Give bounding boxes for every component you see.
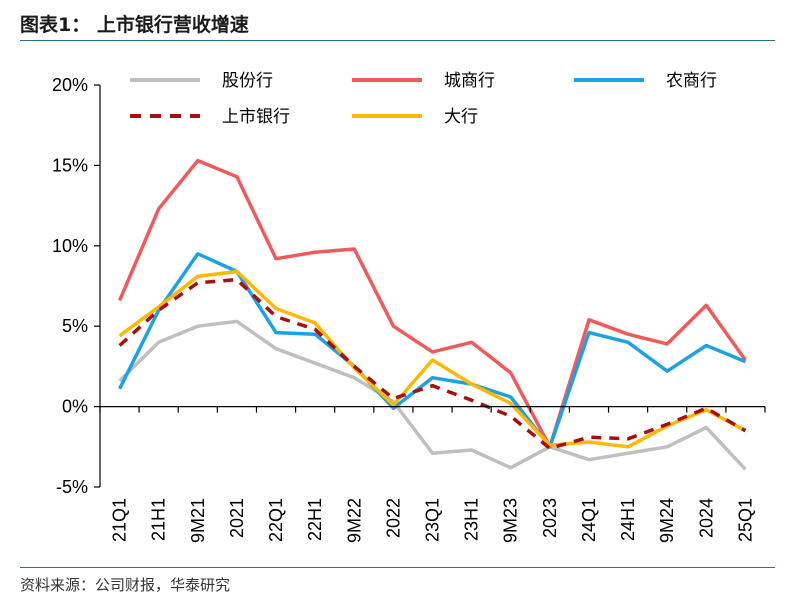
x-tick-label: 2022 xyxy=(383,498,403,538)
x-tick-label: 9M22 xyxy=(344,498,364,543)
series-line-3 xyxy=(118,252,747,449)
x-tick-label: 22Q1 xyxy=(266,498,286,542)
source-divider xyxy=(20,567,775,568)
x-tick-label: 2024 xyxy=(696,498,716,538)
series-line-1 xyxy=(118,319,747,471)
y-tick-label: 5% xyxy=(62,316,88,336)
x-tick-label: 22H1 xyxy=(305,498,325,541)
legend-label: 上市银行 xyxy=(222,107,290,127)
x-tick-label: 21H1 xyxy=(149,498,169,541)
x-tick-label: 9M24 xyxy=(657,498,677,543)
y-tick-label: 15% xyxy=(52,155,88,175)
source-note: 资料来源：公司财报，华泰研究 xyxy=(20,576,231,594)
x-tick-label: 2021 xyxy=(227,498,247,538)
y-tick-label: 20% xyxy=(52,75,88,95)
x-tick-label: 21Q1 xyxy=(110,498,130,542)
y-tick-label: -5% xyxy=(56,477,88,497)
figure-title: 图表1： 上市银行营收增速 xyxy=(20,14,249,36)
legend-label: 城商行 xyxy=(444,71,495,91)
x-tick-label: 9M23 xyxy=(501,498,521,543)
legend-label: 股份行 xyxy=(222,71,273,91)
x-tick-label: 23H1 xyxy=(462,498,482,541)
series-line-5 xyxy=(118,269,747,449)
y-tick-label: 10% xyxy=(52,236,88,256)
x-tick-label: 24Q1 xyxy=(579,498,599,542)
x-tick-label: 2023 xyxy=(540,498,560,538)
legend-label: 农商行 xyxy=(666,71,717,91)
legend-label: 大行 xyxy=(444,107,478,127)
series-line-4 xyxy=(118,277,747,451)
x-tick-label: 9M21 xyxy=(188,498,208,543)
x-tick-label: 25Q1 xyxy=(735,498,755,542)
series-line-2 xyxy=(117,158,747,449)
title-divider xyxy=(20,40,775,41)
y-tick-label: 0% xyxy=(62,397,88,417)
x-tick-label: 24H1 xyxy=(618,498,638,541)
x-tick-label: 23Q1 xyxy=(423,498,443,542)
